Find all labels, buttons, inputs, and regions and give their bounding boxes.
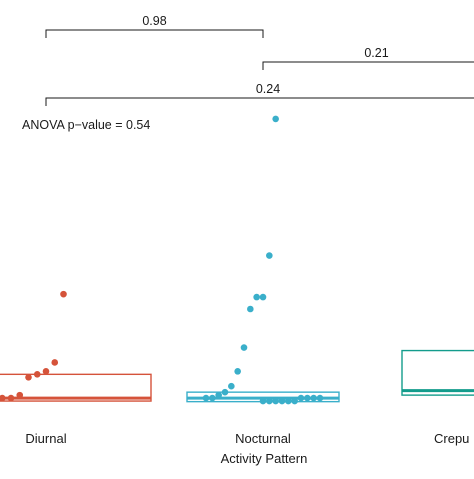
data-point xyxy=(42,368,50,375)
data-point xyxy=(7,394,15,402)
x-axis-label: Activity Pattern xyxy=(221,451,308,466)
data-point xyxy=(272,397,279,405)
data-point xyxy=(259,293,267,301)
x-tick-label: Crepu xyxy=(434,431,469,446)
anova-annotation: ANOVA p−value = 0.54 xyxy=(22,118,150,132)
data-point xyxy=(266,252,273,259)
comparison-p-value: 0.98 xyxy=(142,14,166,28)
comparison-bracket xyxy=(45,97,474,106)
data-point xyxy=(202,394,210,402)
x-tick-label: Diurnal xyxy=(25,431,66,446)
data-point xyxy=(316,394,324,402)
data-point xyxy=(253,293,260,301)
points-layer xyxy=(0,115,324,405)
data-point xyxy=(16,391,24,399)
data-point xyxy=(0,394,6,402)
data-point xyxy=(272,115,279,123)
data-point xyxy=(234,368,241,375)
data-point xyxy=(240,344,248,351)
data-point xyxy=(25,374,32,381)
data-point xyxy=(259,397,267,405)
boxes-layer xyxy=(0,349,474,403)
box xyxy=(401,349,474,396)
x-tick-labels: Diurnal Nocturnal Crepu xyxy=(25,431,469,446)
data-point xyxy=(304,394,311,402)
data-point xyxy=(278,397,286,405)
data-point xyxy=(209,394,216,402)
data-point xyxy=(310,394,317,402)
data-point xyxy=(221,388,229,396)
data-point xyxy=(228,382,235,390)
comparison-brackets: 0.98 0.21 0.24 xyxy=(45,14,474,106)
data-point xyxy=(51,359,59,366)
data-point xyxy=(247,305,254,313)
comparison-p-value: 0.21 xyxy=(364,46,388,60)
data-point xyxy=(291,397,298,405)
data-point xyxy=(60,290,67,298)
comparison-p-value: 0.24 xyxy=(256,82,280,96)
data-point xyxy=(266,397,273,405)
comparison-bracket xyxy=(45,29,264,38)
data-point xyxy=(215,391,222,399)
x-tick-label: Nocturnal xyxy=(235,431,291,446)
data-point xyxy=(297,394,305,402)
data-point xyxy=(285,397,292,405)
data-point xyxy=(33,371,41,378)
comparison-bracket xyxy=(262,61,474,70)
